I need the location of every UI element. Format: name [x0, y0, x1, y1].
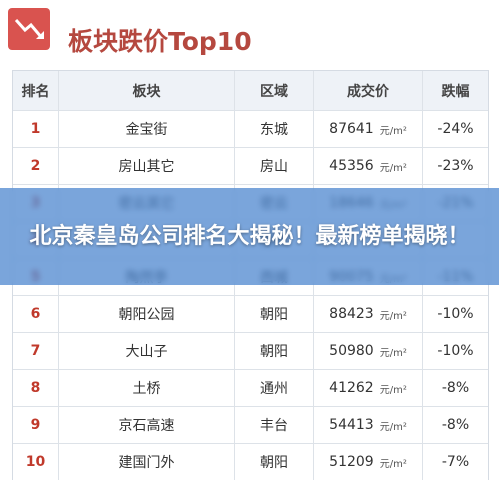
cell: 房山其它 [59, 148, 235, 184]
rank: 6 [30, 306, 41, 322]
cell: 45356 元/m² [314, 148, 423, 184]
cell: 88423 元/m² [314, 296, 423, 332]
cell: 土桥 [59, 370, 235, 406]
cell: 朝阳 [235, 333, 314, 369]
district: 东城 [260, 122, 288, 138]
table-row: 10 建国门外 朝阳 51209 元/m² -7% [13, 443, 488, 480]
district: 丰台 [260, 418, 288, 434]
cell: 京石高速 [59, 407, 235, 443]
icon [8, 8, 50, 50]
cell: 1 [13, 111, 59, 147]
cell: 东城 [235, 111, 314, 147]
change: -7% [441, 454, 470, 470]
cell: -8% [423, 370, 488, 406]
district: 房山 [260, 159, 288, 175]
district: 朝阳 [260, 455, 288, 471]
price: 45356 [329, 158, 374, 174]
column-header: 排名 [13, 71, 59, 110]
board-name: 京石高速 [118, 418, 175, 434]
unit: 元/m² [379, 162, 407, 174]
price: 87641 [329, 121, 374, 137]
rank: 10 [25, 454, 46, 470]
change: -23% [437, 158, 474, 174]
district: 通州 [260, 381, 288, 397]
cell: 9 [13, 407, 59, 443]
table-row: 1 金宝街 东城 87641 元/m² -24% [13, 110, 488, 147]
cell: 10 [13, 444, 59, 480]
price: 88423 [329, 306, 374, 322]
table-row: 9 京石高速 丰台 54413 元/m² -8% [13, 406, 488, 443]
table-row: 2 房山其它 房山 45356 元/m² -23% [13, 147, 488, 184]
rank: 2 [30, 158, 41, 174]
cell: -10% [423, 333, 488, 369]
cell: 房山 [235, 148, 314, 184]
cell: -10% [423, 296, 488, 332]
banner: 北京秦皇岛公司排名大揭秘！最新榜单揭晓！ [0, 188, 499, 285]
cell: 丰台 [235, 407, 314, 443]
unit: 元/m² [379, 384, 407, 396]
cell: -7% [423, 444, 488, 480]
district: 朝阳 [260, 344, 288, 360]
rank: 8 [30, 380, 41, 396]
table-row: 7 大山子 朝阳 50980 元/m² -10% [13, 332, 488, 369]
unit: 元/m² [379, 125, 407, 137]
rank: 7 [30, 343, 41, 359]
rank: 1 [30, 121, 41, 137]
cell: 金宝街 [59, 111, 235, 147]
cell: 51209 元/m² [314, 444, 423, 480]
cell: 50980 元/m² [314, 333, 423, 369]
change: -8% [441, 417, 470, 433]
cell: 8 [13, 370, 59, 406]
price: 51209 [329, 454, 374, 470]
cell: 朝阳 [235, 444, 314, 480]
change: -24% [437, 121, 474, 137]
cell: 41262 元/m² [314, 370, 423, 406]
unit: 元/m² [379, 347, 407, 359]
cell: 87641 元/m² [314, 111, 423, 147]
change: -10% [437, 343, 474, 359]
change: -10% [437, 306, 474, 322]
board-name: 朝阳公园 [118, 307, 175, 323]
cell: 大山子 [59, 333, 235, 369]
price: 41262 [329, 380, 374, 396]
change: -8% [441, 380, 470, 396]
cell: -23% [423, 148, 488, 184]
cell: 54413 元/m² [314, 407, 423, 443]
cell: 朝阳公园 [59, 296, 235, 332]
board-name: 金宝街 [125, 122, 168, 138]
column-header: 板块 [59, 71, 235, 110]
title: 板块跌价Top10 [68, 27, 252, 56]
unit: 元/m² [379, 458, 407, 470]
unit: 元/m² [379, 310, 407, 322]
cell: -8% [423, 407, 488, 443]
board-name: 大山子 [125, 344, 168, 360]
column-header: 区域 [235, 71, 314, 110]
cell: 通州 [235, 370, 314, 406]
unit: 元/m² [379, 421, 407, 433]
rank: 9 [30, 417, 41, 433]
table-row: 8 土桥 通州 41262 元/m² -8% [13, 369, 488, 406]
column-header: 成交价 [314, 71, 423, 110]
cell: 7 [13, 333, 59, 369]
cell: -24% [423, 111, 488, 147]
district: 朝阳 [260, 307, 288, 323]
board-name: 土桥 [132, 381, 161, 397]
cell: 朝阳 [235, 296, 314, 332]
header-row: 排名 板块 区域 成交价 跌幅 [13, 71, 488, 110]
price: 50980 [329, 343, 374, 359]
board-name: 建国门外 [118, 455, 175, 471]
price: 54413 [329, 417, 374, 433]
cell: 6 [13, 296, 59, 332]
cell: 建国门外 [59, 444, 235, 480]
cell: 2 [13, 148, 59, 184]
column-header: 跌幅 [441, 83, 470, 100]
banner-text: 北京秦皇岛公司排名大揭秘！最新榜单揭晓！ [29, 223, 470, 249]
board-name: 房山其它 [118, 159, 175, 175]
table-row: 6 朝阳公园 朝阳 88423 元/m² -10% [13, 295, 488, 332]
